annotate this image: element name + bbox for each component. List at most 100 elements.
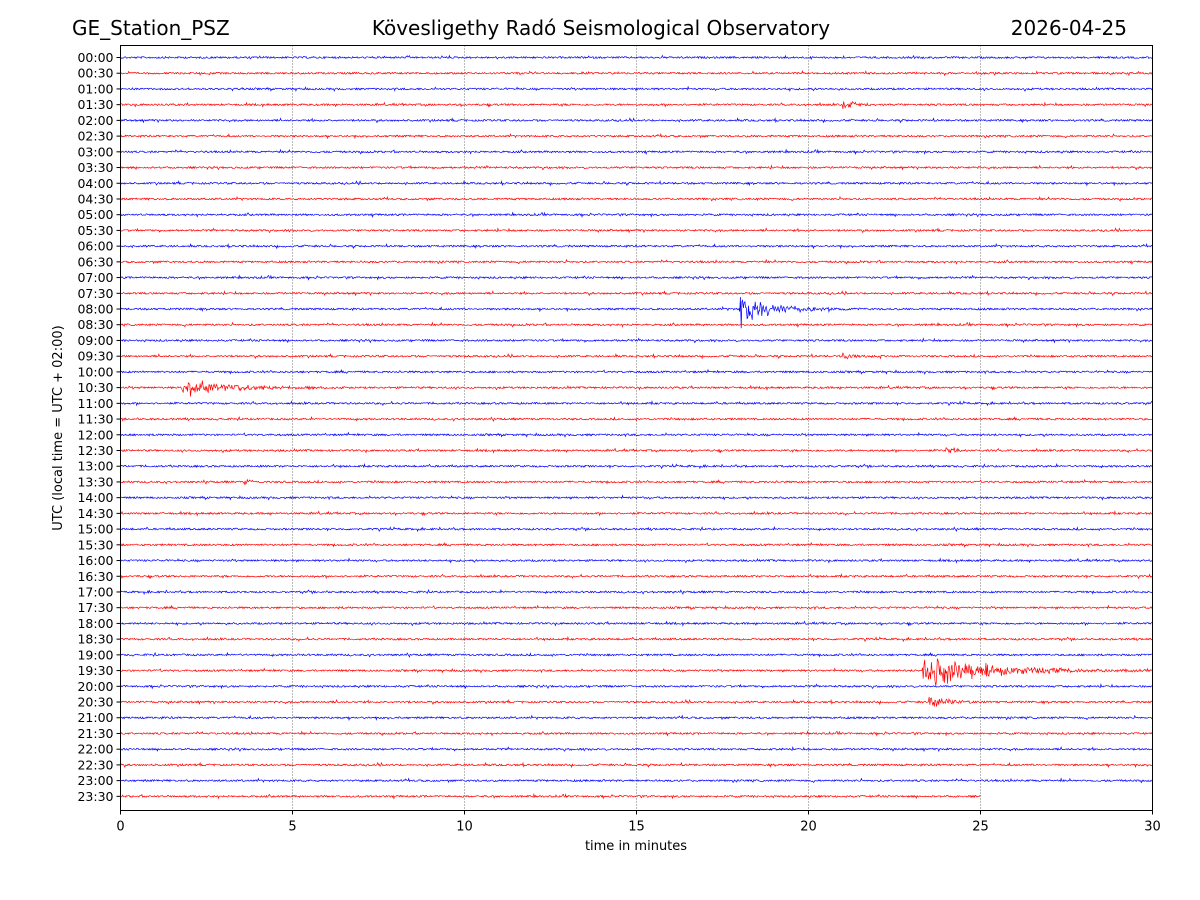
y-tick-label: 13:00 — [77, 459, 113, 474]
y-tick-label: 11:30 — [77, 412, 113, 427]
y-tick-label: 18:30 — [77, 632, 113, 647]
y-tick-label: 09:00 — [77, 333, 113, 348]
y-axis: 00:0000:3001:0001:3002:0002:3003:0003:30… — [77, 50, 121, 804]
y-tick-label: 21:30 — [77, 726, 113, 741]
y-tick-label: 09:30 — [77, 349, 113, 364]
y-tick-label: 02:00 — [77, 113, 113, 128]
trace-0400 — [120, 180, 1153, 187]
trace-0930 — [120, 352, 1153, 360]
trace-2230 — [120, 761, 1153, 769]
trace-0600 — [120, 242, 1153, 250]
y-tick-label: 06:30 — [77, 254, 113, 269]
trace-2130 — [120, 730, 1153, 737]
trace-1600 — [120, 557, 1153, 564]
y-tick-label: 11:00 — [77, 396, 113, 411]
y-tick-label: 12:30 — [77, 443, 113, 458]
trace-0000 — [120, 54, 1153, 61]
y-tick-label: 07:30 — [77, 286, 113, 301]
y-tick-label: 06:00 — [77, 239, 113, 254]
trace-1130 — [120, 415, 1153, 423]
y-tick-label: 19:30 — [77, 663, 113, 678]
y-tick-label: 00:00 — [77, 50, 113, 65]
y-tick-label: 08:00 — [77, 302, 113, 317]
trace-0100 — [120, 85, 1153, 92]
trace-1300 — [120, 462, 1153, 470]
y-tick-label: 14:00 — [77, 490, 113, 505]
y-axis-label: UTC (local time = UTC + 02:00) — [51, 325, 66, 530]
y-tick-label: 07:00 — [77, 270, 113, 285]
y-tick-label: 15:00 — [77, 522, 113, 537]
y-tick-label: 13:30 — [77, 474, 113, 489]
trace-0830 — [120, 321, 1153, 328]
trace-1430 — [120, 510, 1153, 517]
x-tick-label: 20 — [800, 820, 817, 835]
trace-2330 — [120, 792, 981, 800]
y-tick-label: 22:30 — [77, 757, 113, 772]
x-axis: 0 5 10 15 20 25 30 — [116, 810, 1161, 835]
x-tick-label: 5 — [288, 820, 296, 835]
x-tick-label: 10 — [456, 820, 473, 835]
trace-0200 — [120, 117, 1153, 124]
trace-1500 — [120, 525, 1153, 533]
trace-0230 — [120, 132, 1153, 140]
trace-1530 — [120, 541, 1153, 548]
trace-0030 — [120, 70, 1153, 77]
y-tick-label: 04:00 — [77, 176, 113, 191]
trace-0800 — [120, 296, 1153, 329]
trace-1900 — [120, 651, 1153, 658]
trace-0500 — [120, 211, 1153, 219]
x-axis-label: time in minutes — [585, 839, 687, 854]
station-title: GE_Station_PSZ — [72, 16, 230, 40]
y-tick-label: 01:00 — [77, 81, 113, 96]
y-tick-label: 20:00 — [77, 679, 113, 694]
y-tick-label: 05:30 — [77, 223, 113, 238]
y-tick-label: 04:30 — [77, 191, 113, 206]
trace-2100 — [120, 714, 1153, 721]
traces — [120, 54, 1153, 800]
y-tick-label: 16:00 — [77, 553, 113, 568]
y-tick-label: 21:00 — [77, 710, 113, 725]
trace-1700 — [120, 588, 1153, 596]
observatory-title: Kövesligethy Radó Seismological Observat… — [372, 16, 830, 40]
trace-1630 — [120, 573, 1153, 580]
trace-1030 — [120, 380, 1153, 397]
y-tick-label: 15:30 — [77, 537, 113, 552]
x-tick-label: 30 — [1144, 820, 1161, 835]
y-tick-label: 10:30 — [77, 380, 113, 395]
y-tick-label: 23:00 — [77, 773, 113, 788]
y-tick-label: 23:30 — [77, 789, 113, 804]
trace-1000 — [120, 368, 1153, 375]
trace-2200 — [120, 746, 1153, 753]
x-tick-label: 0 — [116, 820, 124, 835]
y-tick-label: 20:30 — [77, 695, 113, 710]
trace-0130 — [120, 101, 1153, 109]
date-title: 2026-04-25 — [1011, 16, 1127, 40]
trace-0700 — [120, 274, 1153, 281]
trace-0630 — [120, 258, 1153, 266]
y-tick-label: 00:30 — [77, 66, 113, 81]
y-tick-label: 03:30 — [77, 160, 113, 175]
trace-2030 — [120, 696, 1153, 707]
trace-1230 — [120, 447, 1153, 454]
trace-2300 — [120, 777, 1153, 784]
trace-1930 — [120, 658, 1153, 686]
y-tick-label: 16:30 — [77, 569, 113, 584]
trace-0330 — [120, 164, 1153, 171]
grid-lines — [292, 45, 981, 811]
trace-0300 — [120, 148, 1153, 156]
y-tick-label: 19:00 — [77, 647, 113, 662]
trace-0900 — [120, 337, 1153, 344]
x-tick-label: 25 — [972, 820, 989, 835]
trace-1330 — [120, 478, 1153, 486]
y-tick-label: 03:00 — [77, 144, 113, 159]
y-tick-label: 14:30 — [77, 506, 113, 521]
y-tick-label: 05:00 — [77, 207, 113, 222]
y-tick-label: 18:00 — [77, 616, 113, 631]
y-tick-label: 17:30 — [77, 600, 113, 615]
y-tick-label: 08:30 — [77, 317, 113, 332]
trace-1730 — [120, 604, 1153, 611]
trace-0530 — [120, 227, 1153, 234]
y-tick-label: 22:00 — [77, 742, 113, 757]
trace-2000 — [120, 683, 1153, 690]
